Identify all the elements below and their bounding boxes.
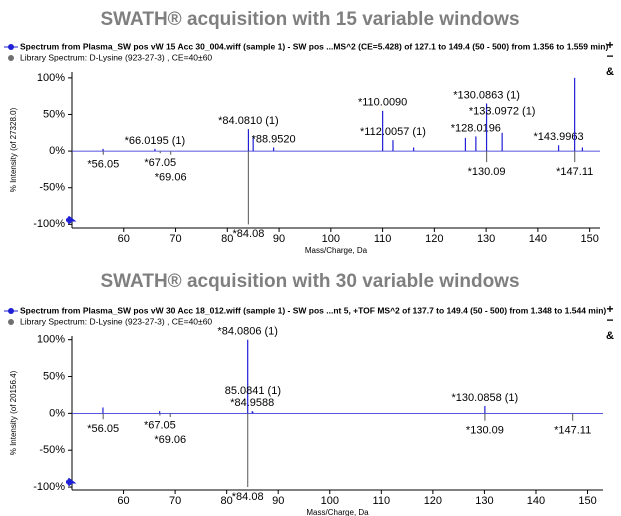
peak-label: *147.11 xyxy=(554,425,591,437)
x-tick-label: 130 xyxy=(477,233,495,245)
x-tick-label: 70 xyxy=(169,495,181,507)
peak-label: *69.06 xyxy=(154,434,186,446)
x-tick-label: 60 xyxy=(117,495,129,507)
legend-entry: Library Spectrum: D-Lysine (923-27-3) , … xyxy=(20,52,212,62)
minus-icon: − xyxy=(606,49,613,63)
peak-label: *128.0196 xyxy=(451,122,501,134)
peak-label: *130.09 xyxy=(466,425,504,437)
x-tick-label: 90 xyxy=(272,495,284,507)
peak-label: *84.08 xyxy=(232,491,264,503)
x-tick-label: 150 xyxy=(580,233,598,245)
y-tick-label: 100% xyxy=(37,334,65,346)
x-tick-label: 100 xyxy=(321,495,339,507)
chart-title: SWATH® acquisition with 15 variable wind… xyxy=(100,9,519,30)
x-tick-label: 130 xyxy=(475,495,493,507)
y-axis-label: % Intensity (of 27328.0) xyxy=(9,107,18,192)
legend-entry: Spectrum from Plasma_SW pos vW 30 Acc 18… xyxy=(20,305,606,315)
x-tick-label: 80 xyxy=(221,233,233,245)
amp-icon: & xyxy=(606,330,614,342)
y-axis-label: % Intensity (of 20156.4) xyxy=(9,370,18,455)
peak-label: *112.0057 (1) xyxy=(360,126,426,138)
y-tick-label: -100% xyxy=(33,218,65,230)
peak-label: *56.05 xyxy=(87,423,119,435)
peak-label: *69.06 xyxy=(155,172,187,184)
x-tick-label: 90 xyxy=(273,233,285,245)
y-tick-label: -100% xyxy=(33,481,65,493)
x-tick-label: 70 xyxy=(169,233,181,245)
y-tick-label: -50% xyxy=(39,182,65,194)
peak-label: *130.0863 (1) xyxy=(453,89,520,101)
peak-label: *84.0810 (1) xyxy=(218,115,279,127)
peak-label: *130.0858 (1) xyxy=(452,392,519,404)
plus-icon: + xyxy=(606,38,613,52)
x-tick-label: 110 xyxy=(373,495,391,507)
y-tick-label: 0% xyxy=(49,145,65,157)
arrow xyxy=(66,477,77,487)
x-tick-label: 100 xyxy=(322,233,340,245)
x-tick-label: 120 xyxy=(424,495,442,507)
peak-label: 85.0841 (1) xyxy=(225,385,281,397)
x-tick-label: 140 xyxy=(527,495,545,507)
peak-label: *67.05 xyxy=(144,419,176,431)
arrow xyxy=(66,215,77,225)
legend-marker xyxy=(8,55,14,61)
peak-label: *84.0806 (1) xyxy=(217,326,278,338)
peak-label: *133.0972 (1) xyxy=(469,106,536,118)
peak-label: *84.9588 xyxy=(230,397,274,409)
peak-label: *110.0090 xyxy=(358,97,407,109)
legend-marker xyxy=(8,44,14,50)
amp-icon: & xyxy=(606,66,614,78)
peak-label: *66.0195 (1) xyxy=(125,135,186,147)
legend-marker xyxy=(8,319,14,325)
x-tick-label: 120 xyxy=(425,233,443,245)
y-tick-label: -50% xyxy=(39,444,65,456)
chart-title: SWATH® acquisition with 30 variable wind… xyxy=(100,271,519,292)
peak-label: *67.05 xyxy=(144,157,176,169)
y-tick-label: 50% xyxy=(43,108,65,120)
y-tick-label: 0% xyxy=(49,407,65,419)
peak-label: *84.08 xyxy=(233,228,265,240)
legend-marker xyxy=(8,308,14,314)
x-tick-label: 140 xyxy=(529,233,547,245)
peak-label: *56.05 xyxy=(87,159,119,171)
peak-label: *143.9963 xyxy=(533,131,583,143)
minus-icon: − xyxy=(606,313,613,327)
x-tick-label: 80 xyxy=(221,495,233,507)
x-tick-label: 150 xyxy=(578,495,596,507)
x-tick-label: 60 xyxy=(118,233,130,245)
x-axis-label: Mass/Charge, Da xyxy=(306,508,369,516)
x-tick-label: 110 xyxy=(374,233,392,245)
plus-icon: + xyxy=(606,302,613,316)
peak-label: *88.9520 xyxy=(252,133,296,145)
y-tick-label: 50% xyxy=(43,370,65,382)
peak-label: *130.09 xyxy=(468,166,506,178)
peak-label: *147.11 xyxy=(556,166,593,178)
x-axis-label: Mass/Charge, Da xyxy=(305,246,368,255)
y-tick-label: 100% xyxy=(37,72,65,84)
legend-entry: Spectrum from Plasma_SW pos vW 15 Acc 30… xyxy=(20,41,608,51)
legend-entry: Library Spectrum: D-Lysine (923-27-3) , … xyxy=(20,316,212,326)
